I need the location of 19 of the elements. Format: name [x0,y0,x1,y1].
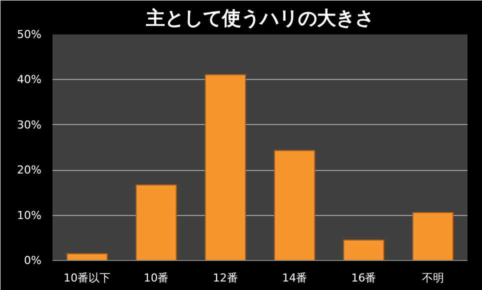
bar [66,253,108,260]
bar [343,240,384,260]
chart-title: 主として使うハリの大きさ [145,8,374,30]
y-tick-label: 0% [24,254,42,267]
x-tick-label: 16番 [351,272,376,284]
y-tick-label: 30% [17,118,42,132]
bar [136,184,177,260]
bar [274,150,316,260]
x-tick-label: 12番 [212,272,238,284]
x-tick-label: 不明 [422,272,444,284]
bar [412,212,454,260]
x-tick-label: 14番 [282,272,308,284]
y-tick-label: 50% [17,28,42,41]
y-tick-label: 40% [17,73,42,86]
bar [204,74,246,260]
y-tick-label: 20% [17,164,42,177]
x-tick-label: 10番 [144,272,169,284]
x-tick-label: 10番以下 [64,272,111,284]
y-tick-label: 10% [17,208,42,222]
